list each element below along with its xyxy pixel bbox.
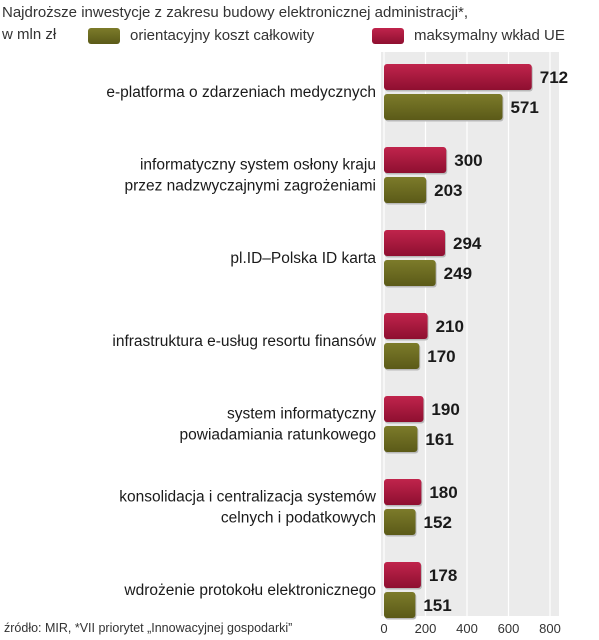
bar-value-label: 294 [453,234,482,253]
bar-value-label: 190 [431,400,459,419]
bar [384,230,446,256]
category-label-line: przez nadzwyczajnymi zagrożeniami [124,178,376,195]
category-label-line: e-platforma o zdarzeniach medycznych [106,84,376,101]
bar-value-label: 178 [429,566,457,585]
category-labels: e-platforma o zdarzeniach medycznych info… [106,84,376,599]
bar-value-label: 161 [425,430,453,449]
category-label: wdrożenie protokołu elektronicznego [123,582,376,599]
legend-label-total-cost: orientacyjny koszt całkowity [130,27,315,44]
category-label: system informatyczny powiadamiania ratunk… [180,406,377,444]
category-label: pl.ID–Polska ID karta [230,250,376,267]
category-label-line: infrastruktura e-usług resortu finansów [112,333,376,350]
category-label-line: celnych i podatkowych [221,510,376,527]
legend-label-eu-contribution: maksymalny wkład UE [414,27,565,44]
source-note: źródło: MIR, *VII priorytet „Innowacyjne… [4,621,292,635]
bar [384,592,416,618]
category-label-line: informatyczny system osłony kraju [140,157,376,174]
legend-swatch-eu-contribution [372,28,404,44]
bar-value-label: 170 [427,347,455,366]
x-tick-label: 0 [380,621,387,636]
bar [384,396,424,422]
bar [384,426,418,452]
bar [384,479,422,505]
bar-value-label: 203 [434,181,462,200]
category-label-line: powiadamiania ratunkowego [180,427,376,444]
bar [384,562,421,588]
x-tick-label: 800 [539,621,561,636]
category-label-line: pl.ID–Polska ID karta [230,250,376,267]
bar [384,147,447,173]
bar [384,343,420,369]
bar [384,64,532,90]
category-label: infrastruktura e-usług resortu finansów [112,333,376,350]
chart-title-line-2: w mln zł [1,26,57,43]
bar [384,313,428,339]
bar-value-label: 712 [540,68,568,87]
chart-title-line-1: Najdroższe inwestycje z zakresu budowy e… [2,4,468,21]
x-tick-label: 600 [498,621,520,636]
bars [384,64,533,620]
category-label-line: konsolidacja i centralizacja systemów [119,489,377,506]
bar-value-label: 571 [510,98,538,117]
bar [384,94,503,120]
bar-value-label: 180 [429,483,457,502]
bar-value-label: 210 [436,317,464,336]
bar-value-label: 249 [444,264,472,283]
bar [384,509,416,535]
x-tick-label: 200 [415,621,437,636]
bar-value-label: 151 [423,596,451,615]
category-label: konsolidacja i centralizacja systemów cel… [119,489,377,527]
bar [384,260,436,286]
x-tick-label: 400 [456,621,478,636]
bar [384,177,427,203]
bar-value-label: 152 [424,513,452,532]
category-label-line: wdrożenie protokołu elektronicznego [123,582,376,599]
category-label-line: system informatyczny [227,406,376,423]
category-label: e-platforma o zdarzeniach medycznych [106,84,376,101]
legend-swatch-total-cost [88,28,120,44]
bar-value-label: 300 [454,151,482,170]
x-axis-ticks: 0 200 400 600 800 [380,621,560,636]
legend: orientacyjny koszt całkowity maksymalny … [88,27,565,44]
category-label: informatyczny system osłony kraju przez n… [124,157,376,195]
